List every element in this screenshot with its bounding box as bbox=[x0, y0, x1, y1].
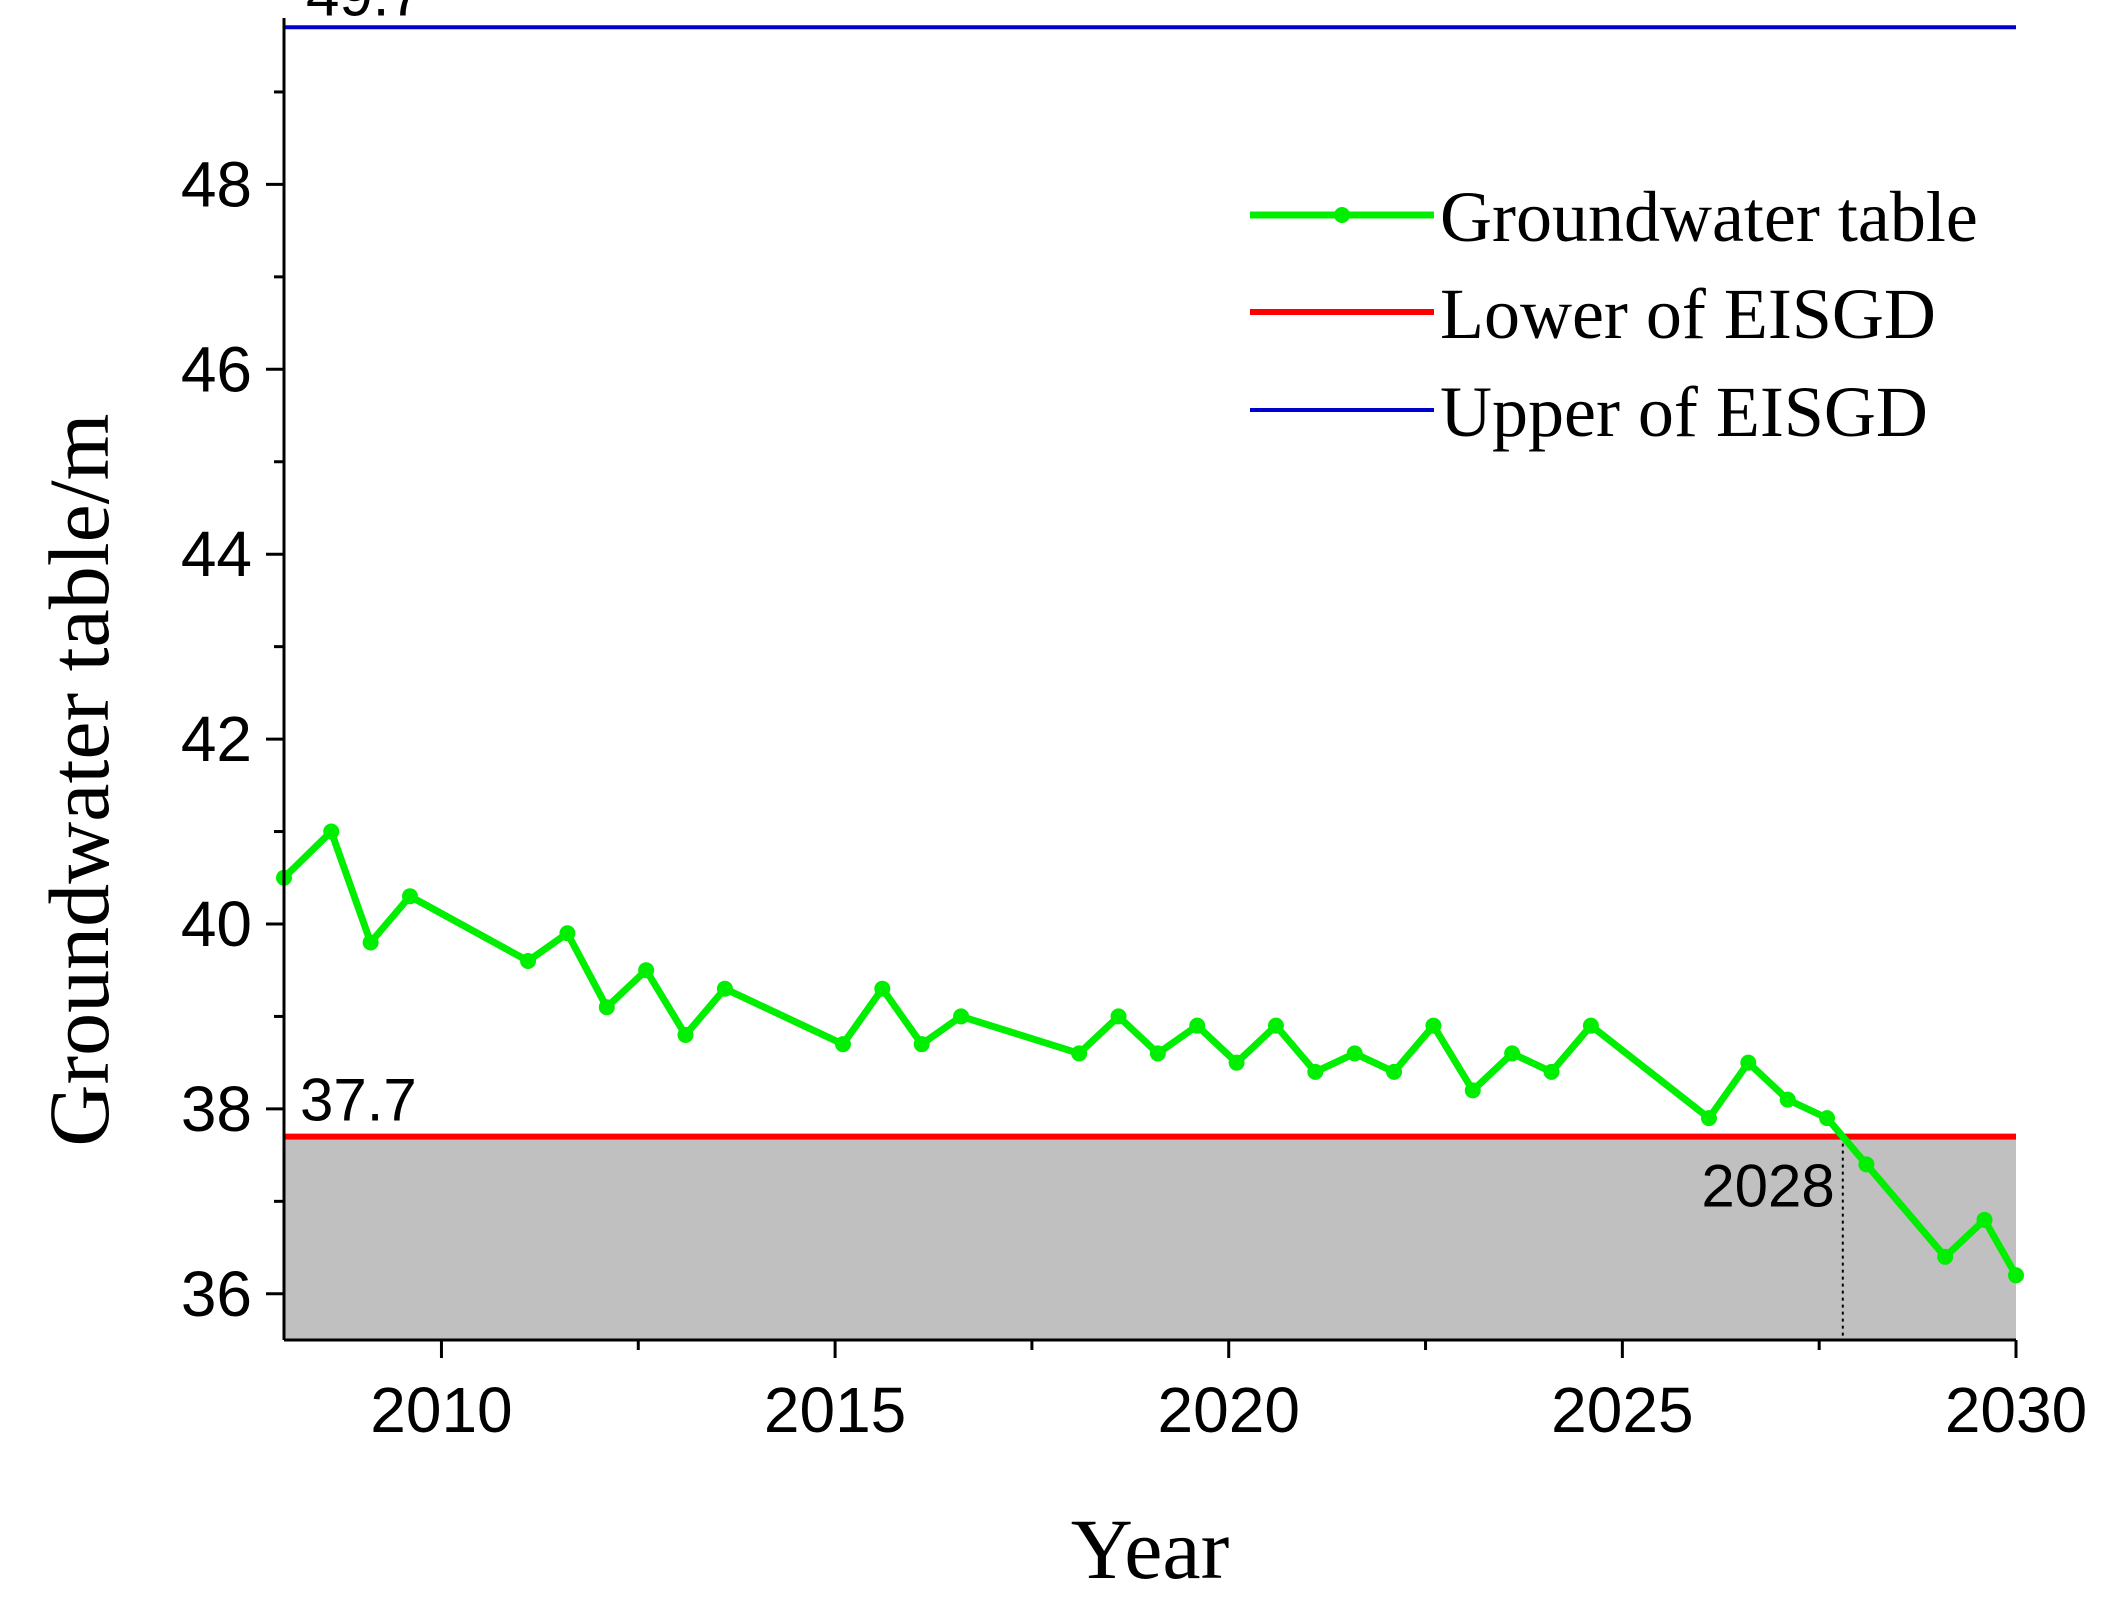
groundwater-data-point bbox=[1386, 1063, 1403, 1080]
plot-area: 49.7 37.7 2028 bbox=[276, 0, 2024, 1340]
y-tick-label: 46 bbox=[181, 333, 252, 405]
groundwater-data-point bbox=[1504, 1045, 1521, 1062]
groundwater-data-point bbox=[1307, 1063, 1324, 1080]
groundwater-data-point bbox=[401, 888, 418, 905]
x-tick-label: 2010 bbox=[370, 1374, 512, 1446]
groundwater-data-point bbox=[638, 962, 655, 979]
groundwater-data-point bbox=[1740, 1054, 1757, 1071]
x-tick-label: 2015 bbox=[764, 1374, 906, 1446]
groundwater-data-point bbox=[1819, 1110, 1836, 1127]
legend-lower-label: Lower of EISGD bbox=[1440, 274, 1936, 354]
groundwater-data-point bbox=[716, 980, 733, 997]
y-tick-label: 48 bbox=[181, 148, 252, 220]
groundwater-data-point bbox=[874, 980, 891, 997]
upper-value-label: 49.7 bbox=[306, 0, 423, 28]
legend-groundwater-marker bbox=[1334, 207, 1350, 223]
y-tick-label: 36 bbox=[181, 1258, 252, 1330]
groundwater-data-point bbox=[1267, 1017, 1284, 1034]
groundwater-data-point bbox=[362, 934, 379, 951]
groundwater-data-point bbox=[1937, 1248, 1954, 1265]
y-tick-label: 38 bbox=[181, 1073, 252, 1145]
groundwater-data-point bbox=[1189, 1017, 1206, 1034]
y-axis-label: Groundwater table/m bbox=[31, 413, 127, 1146]
groundwater-data-point bbox=[1779, 1091, 1796, 1108]
x-tick-label: 2025 bbox=[1551, 1374, 1693, 1446]
axes: 2010 2015 2020 2025 2030 36 38 40 42 44 46 48 bbox=[181, 18, 2087, 1446]
groundwater-data-point bbox=[598, 999, 615, 1016]
y-tick-label: 44 bbox=[181, 518, 252, 590]
groundwater-data-point bbox=[1071, 1045, 1088, 1062]
groundwater-data-point bbox=[1110, 1008, 1127, 1025]
groundwater-data-point bbox=[1346, 1045, 1363, 1062]
groundwater-data-point bbox=[1700, 1110, 1717, 1127]
groundwater-data-point bbox=[834, 1036, 851, 1053]
groundwater-data-point bbox=[1976, 1211, 1993, 1228]
groundwater-data-point bbox=[1582, 1017, 1599, 1034]
legend-upper-label: Upper of EISGD bbox=[1440, 372, 1928, 452]
groundwater-data-point bbox=[559, 925, 576, 942]
groundwater-data-point bbox=[953, 1008, 970, 1025]
y-tick-label: 42 bbox=[181, 703, 252, 775]
y-tick-label: 40 bbox=[181, 888, 252, 960]
groundwater-data-point bbox=[1858, 1156, 1875, 1173]
legend-groundwater-label: Groundwater table bbox=[1440, 177, 1978, 257]
shaded-region bbox=[284, 1136, 2016, 1340]
crossing-year-label: 2028 bbox=[1701, 1153, 1834, 1220]
groundwater-data-point bbox=[1149, 1045, 1166, 1062]
groundwater-data-point bbox=[1464, 1082, 1481, 1099]
groundwater-data-point bbox=[323, 823, 340, 840]
groundwater-data-point bbox=[1228, 1054, 1245, 1071]
x-tick-label: 2020 bbox=[1158, 1374, 1300, 1446]
x-tick-label: 2030 bbox=[1945, 1374, 2087, 1446]
groundwater-data-point bbox=[677, 1026, 694, 1043]
groundwater-data-point bbox=[1543, 1063, 1560, 1080]
legend: Groundwater table Lower of EISGD Upper of … bbox=[1250, 177, 1978, 452]
groundwater-series-line bbox=[280, 828, 2020, 1279]
lower-value-label: 37.7 bbox=[300, 1067, 417, 1134]
x-axis-label: Year bbox=[1071, 1501, 1229, 1597]
groundwater-data-point bbox=[913, 1036, 930, 1053]
groundwater-data-point bbox=[2008, 1267, 2024, 1284]
groundwater-data-point bbox=[1425, 1017, 1442, 1034]
groundwater-data-point bbox=[520, 952, 537, 969]
